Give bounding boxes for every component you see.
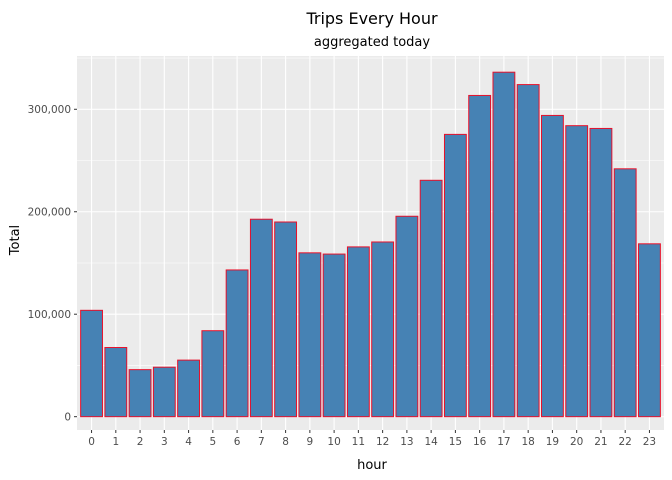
- x-tick-label: 11: [352, 436, 365, 448]
- bar-hour-2: [128, 369, 152, 418]
- bar-hour-3: [152, 366, 176, 418]
- bar-hour-19: [541, 114, 564, 418]
- bar-hour-8: [274, 221, 298, 418]
- x-tick-label: 21: [594, 436, 607, 448]
- bar-series: [80, 71, 661, 418]
- x-axis-ticks: 0 1 2 3 4 5 6 7 8 9 10 11 12 13 14 15 16 17 18 19 20 21 22 23: [88, 430, 656, 448]
- bar-hour-16: [468, 94, 492, 418]
- bar-hour-10: [322, 253, 346, 418]
- bar-hour-4: [177, 359, 200, 418]
- x-tick-label: 0: [88, 436, 95, 448]
- x-tick-label: 19: [546, 436, 559, 448]
- x-tick-label: 10: [327, 436, 340, 448]
- x-tick-label: 12: [376, 436, 389, 448]
- y-tick-label: 100,000: [28, 309, 71, 321]
- bar-hour-15: [443, 133, 467, 418]
- bar-hour-7: [249, 218, 273, 418]
- x-tick-label: 14: [424, 436, 438, 448]
- x-tick-label: 22: [619, 436, 632, 448]
- y-tick-label: 0: [64, 411, 71, 423]
- bar-hour-17: [492, 71, 516, 418]
- x-tick-label: 18: [521, 436, 534, 448]
- x-tick-label: 9: [307, 436, 314, 448]
- x-tick-label: 8: [282, 436, 289, 448]
- x-tick-label: 23: [643, 436, 656, 448]
- x-tick-label: 16: [473, 436, 487, 448]
- y-axis-title: Total: [8, 225, 23, 256]
- x-tick-label: 13: [400, 436, 413, 448]
- bar-hour-6: [225, 269, 249, 418]
- x-tick-label: 7: [258, 436, 265, 448]
- x-tick-label: 3: [161, 436, 168, 448]
- y-tick-label: 200,000: [28, 207, 71, 219]
- bar-hour-22: [613, 168, 637, 418]
- x-tick-label: 20: [570, 436, 583, 448]
- bar-hour-20: [565, 125, 589, 418]
- bar-hour-13: [395, 215, 419, 418]
- x-tick-label: 17: [497, 436, 510, 448]
- bar-hour-12: [371, 241, 395, 418]
- bar-hour-0: [80, 309, 103, 418]
- bar-hour-14: [419, 179, 443, 418]
- x-tick-label: 6: [234, 436, 241, 448]
- chart-title: Trips Every Hour: [305, 9, 438, 28]
- x-tick-label: 2: [137, 436, 144, 448]
- x-tick-label: 4: [185, 436, 192, 448]
- y-axis-ticks: 0 100,000 200,000 300,000: [28, 104, 77, 423]
- bar-hour-1: [104, 347, 128, 418]
- x-tick-label: 5: [209, 436, 216, 448]
- chart-subtitle: aggregated today: [314, 35, 430, 50]
- bar-hour-21: [589, 127, 613, 418]
- bar-hour-9: [298, 252, 322, 418]
- y-tick-label: 300,000: [28, 104, 71, 116]
- bar-hour-5: [201, 330, 225, 418]
- bar-hour-18: [516, 84, 540, 418]
- x-axis-title: hour: [357, 458, 387, 473]
- x-tick-label: 15: [449, 436, 462, 448]
- x-tick-label: 1: [112, 436, 119, 448]
- bar-hour-23: [638, 243, 661, 418]
- bar-hour-11: [346, 246, 370, 418]
